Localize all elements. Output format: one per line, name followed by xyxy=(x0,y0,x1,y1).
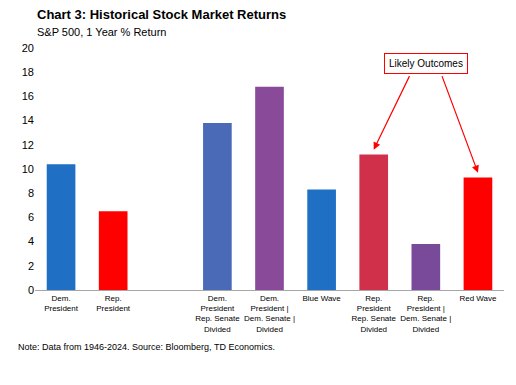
svg-text:Rep.President: Rep.President xyxy=(96,294,131,313)
svg-text:6: 6 xyxy=(28,211,34,223)
svg-text:20: 20 xyxy=(22,42,34,54)
svg-text:S&P 500, 1 Year % Return: S&P 500, 1 Year % Return xyxy=(37,26,166,38)
svg-text:Rep.President |Dem. Senate |Di: Rep.President |Dem. Senate |Divided xyxy=(400,294,451,334)
svg-text:Note: Data from 1946-2024. Sou: Note: Data from 1946-2024. Source: Bloom… xyxy=(18,342,275,352)
svg-text:Dem.President: Dem.President xyxy=(44,294,79,313)
svg-text:4: 4 xyxy=(28,235,34,247)
svg-text:2: 2 xyxy=(28,260,34,272)
svg-text:Dem.PresidentRep. SenateDivide: Dem.PresidentRep. SenateDivided xyxy=(195,294,240,334)
svg-text:Chart 3: Historical Stock Mark: Chart 3: Historical Stock Market Returns xyxy=(37,7,286,22)
svg-text:Dem.President |Dem. Senate |Di: Dem.President |Dem. Senate |Divided xyxy=(244,294,295,334)
svg-text:Likely Outcomes: Likely Outcomes xyxy=(389,58,463,69)
svg-text:10: 10 xyxy=(22,163,34,175)
svg-text:0: 0 xyxy=(28,284,34,296)
svg-text:8: 8 xyxy=(28,187,34,199)
svg-text:Red Wave: Red Wave xyxy=(459,294,497,303)
svg-text:18: 18 xyxy=(22,66,34,78)
svg-text:Rep.PresidentRep. SenateDivide: Rep.PresidentRep. SenateDivided xyxy=(351,294,396,334)
svg-text:Blue Wave: Blue Wave xyxy=(302,294,341,303)
svg-text:16: 16 xyxy=(22,90,34,102)
svg-text:14: 14 xyxy=(22,114,34,126)
svg-text:12: 12 xyxy=(22,139,34,151)
